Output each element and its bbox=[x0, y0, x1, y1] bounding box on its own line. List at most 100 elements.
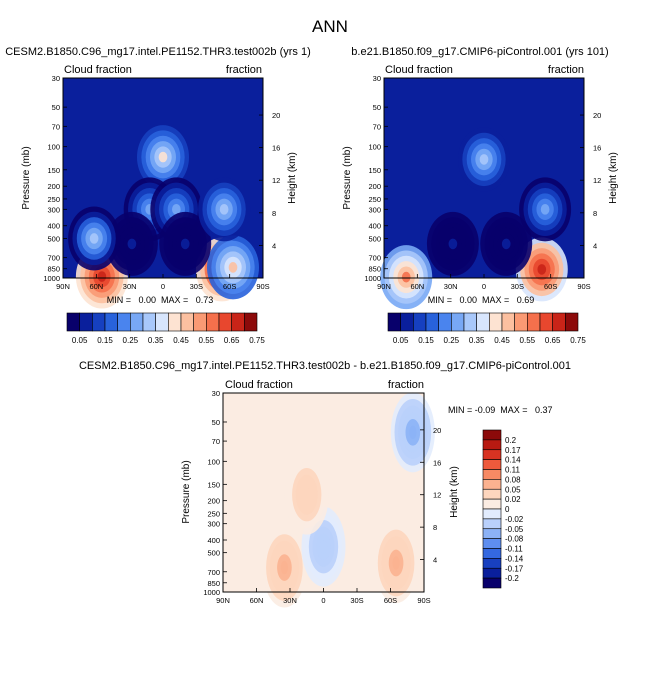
panel-difference: CESM2.B1850.C96_mg17.intel.PE1152.THR3.t… bbox=[79, 360, 571, 608]
colorbar-label: 0.55 bbox=[520, 336, 536, 345]
colorbar-label: 0.15 bbox=[418, 336, 434, 345]
y-tick-label: 850 bbox=[207, 579, 220, 588]
colorbar-label: 0.75 bbox=[570, 336, 586, 345]
x-tick-label: 0 bbox=[161, 282, 165, 291]
y-tick-label: 250 bbox=[368, 195, 381, 204]
y-axis-label: Pressure (mb) bbox=[181, 460, 192, 523]
colorbar-label: 0.55 bbox=[199, 336, 215, 345]
y2-tick-label: 16 bbox=[272, 144, 280, 153]
y-tick-label: 150 bbox=[368, 166, 381, 175]
y-tick-label: 300 bbox=[368, 205, 381, 214]
colorbar-swatch bbox=[514, 312, 528, 332]
colorbar-swatch bbox=[482, 449, 502, 460]
colorbar: 0.05 0.15 0.25 0.35 0.45 0.55 0.65 0.75 bbox=[387, 312, 586, 345]
y2-tick-label: 4 bbox=[593, 241, 597, 250]
colorbar-label: 0.75 bbox=[249, 336, 265, 345]
colorbar-label: 0.05 bbox=[72, 336, 88, 345]
contour-feature-2 bbox=[319, 540, 328, 554]
y-tick-label: 100 bbox=[368, 143, 381, 152]
colorbar-label: 0.65 bbox=[545, 336, 561, 345]
y-axis-label: Pressure (mb) bbox=[342, 146, 353, 209]
colorbar-swatch bbox=[451, 312, 465, 332]
x-tick-label: 0 bbox=[482, 282, 486, 291]
colorbar-label: 0.45 bbox=[494, 336, 510, 345]
x-tick-label: 30S bbox=[511, 282, 524, 291]
heatmap-plot bbox=[380, 78, 584, 310]
panel-left-label: Cloud fraction bbox=[64, 64, 132, 76]
colorbar-swatch bbox=[482, 518, 502, 530]
y-tick-label: 100 bbox=[47, 143, 60, 152]
colorbar-label: -0.14 bbox=[505, 554, 524, 563]
colorbar-label: 0.02 bbox=[505, 495, 521, 504]
colorbar-swatch bbox=[218, 312, 232, 332]
colorbar-swatch bbox=[130, 312, 144, 332]
heatmap-plot bbox=[223, 392, 435, 608]
colorbar-swatch bbox=[400, 312, 414, 332]
panel-left-label: Cloud fraction bbox=[385, 64, 453, 76]
contour-feature-7 bbox=[180, 238, 190, 250]
colorbar-swatch bbox=[92, 312, 106, 332]
colorbar-label: -0.2 bbox=[505, 574, 519, 583]
y-tick-label: 300 bbox=[47, 205, 60, 214]
colorbar-swatch bbox=[482, 577, 502, 589]
x-tick-label: 90N bbox=[377, 282, 391, 291]
panel-right-label: fraction bbox=[548, 64, 584, 76]
y2-axis-label: Height (km) bbox=[608, 152, 619, 204]
y-tick-label: 30 bbox=[373, 74, 381, 83]
contour-feature-1 bbox=[392, 556, 400, 570]
y2-tick-label: 4 bbox=[272, 241, 276, 250]
x-tick-label: 60S bbox=[544, 282, 557, 291]
y-tick-label: 400 bbox=[368, 222, 381, 231]
y-tick-label: 300 bbox=[207, 520, 220, 529]
contour-feature-5 bbox=[501, 238, 511, 250]
y2-tick-label: 8 bbox=[593, 209, 597, 218]
colorbar-swatch bbox=[180, 312, 194, 332]
y2-tick-label: 8 bbox=[272, 209, 276, 218]
panel-model: CESM2.B1850.C96_mg17.intel.PE1152.THR3.t… bbox=[5, 46, 311, 345]
colorbar-swatch bbox=[482, 429, 502, 441]
y-tick-label: 700 bbox=[207, 568, 220, 577]
panel-right-label: fraction bbox=[226, 64, 262, 76]
colorbar-swatch bbox=[565, 312, 579, 332]
colorbar-label: 0.05 bbox=[505, 485, 521, 494]
panel-header: b.e21.B1850.f09_g17.CMIP6-piControl.001 … bbox=[351, 46, 608, 58]
contour-feature-2 bbox=[228, 262, 238, 273]
colorbar-swatch bbox=[482, 508, 502, 520]
y-tick-label: 200 bbox=[47, 182, 60, 191]
colorbar-swatch bbox=[244, 312, 258, 332]
contour-feature-3 bbox=[409, 425, 417, 440]
y-tick-label: 150 bbox=[207, 480, 220, 489]
y-tick-label: 50 bbox=[373, 103, 381, 112]
y-tick-label: 1000 bbox=[43, 274, 60, 283]
y-tick-label: 70 bbox=[373, 122, 381, 131]
colorbar-swatch bbox=[539, 312, 553, 332]
x-tick-label: 30S bbox=[350, 596, 363, 605]
colorbar-swatch bbox=[527, 312, 541, 332]
panel-control: b.e21.B1850.f09_g17.CMIP6-piControl.001 … bbox=[342, 46, 619, 345]
y2-tick-label: 12 bbox=[272, 176, 280, 185]
colorbar-swatch bbox=[142, 312, 156, 332]
colorbar-swatch bbox=[482, 479, 502, 490]
y2-tick-label: 20 bbox=[272, 111, 280, 120]
colorbar-swatch bbox=[168, 312, 182, 332]
colorbar-swatch bbox=[482, 488, 502, 500]
heatmap-fill bbox=[380, 127, 572, 310]
y-tick-label: 250 bbox=[47, 195, 60, 204]
colorbar-swatch bbox=[413, 312, 427, 332]
y2-tick-label: 4 bbox=[433, 556, 437, 565]
colorbar-swatch bbox=[117, 312, 131, 332]
colorbar-label: -0.17 bbox=[505, 564, 524, 573]
colorbar-swatch bbox=[387, 312, 401, 332]
min-max-stats: MIN = -0.09 MAX = 0.37 bbox=[448, 405, 553, 415]
y-tick-label: 30 bbox=[52, 74, 60, 83]
y-tick-label: 500 bbox=[207, 549, 220, 558]
x-tick-label: 30S bbox=[190, 282, 203, 291]
y-tick-label: 200 bbox=[368, 182, 381, 191]
colorbar: 0.05 0.15 0.25 0.35 0.45 0.55 0.65 0.75 bbox=[66, 312, 265, 345]
panel-left-label: Cloud fraction bbox=[225, 379, 293, 391]
colorbar-swatch bbox=[463, 312, 477, 332]
y-tick-label: 50 bbox=[212, 418, 220, 427]
x-tick-label: 30N bbox=[283, 596, 297, 605]
colorbar-swatch bbox=[482, 469, 502, 480]
